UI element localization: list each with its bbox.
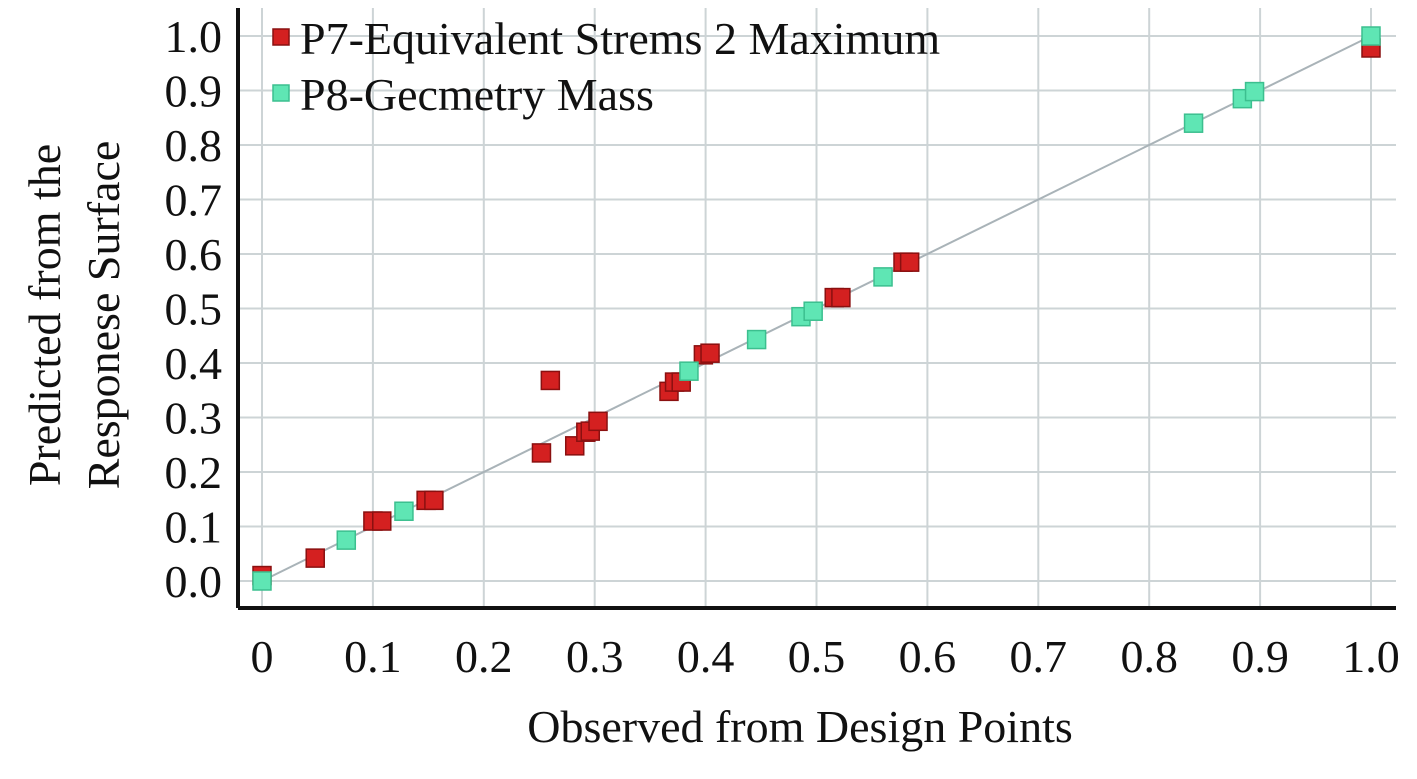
data-point-p7 bbox=[424, 490, 444, 511]
data-point-p7 bbox=[372, 511, 392, 531]
legend-label: P8-Gecmetry Mass bbox=[300, 69, 654, 120]
data-point-p8 bbox=[873, 267, 893, 287]
axis-titles: Observed from Design Points Predicted fro… bbox=[19, 141, 1073, 752]
y-tick-label: 1.0 bbox=[165, 11, 223, 62]
data-point-p8 bbox=[1244, 81, 1265, 102]
data-point-p8 bbox=[746, 329, 767, 350]
data-point-p8 bbox=[803, 301, 823, 321]
y-tick-label: 0.4 bbox=[165, 338, 223, 389]
x-tick-label: 0.7 bbox=[1010, 631, 1068, 682]
y-axis-title: Predicted from the Responese Surface bbox=[19, 141, 129, 490]
data-point-p7 bbox=[305, 548, 325, 568]
y-tick-label: 0.3 bbox=[165, 393, 223, 444]
data-point-p7 bbox=[588, 411, 608, 432]
legend-label: P7-Equivalent Strems 2 Maximum bbox=[300, 13, 940, 64]
y-tick-label: 0.8 bbox=[165, 120, 223, 171]
data-point-p7 bbox=[831, 287, 851, 308]
x-tick-label: 0.3 bbox=[566, 631, 624, 682]
x-tick-label: 0.1 bbox=[344, 631, 402, 682]
x-tick-label: 0.9 bbox=[1231, 631, 1289, 682]
data-point-p8 bbox=[679, 361, 699, 381]
y-tick-label: 0.1 bbox=[165, 502, 223, 553]
y-tick-label: 0.6 bbox=[165, 229, 223, 280]
data-point-p8 bbox=[1183, 113, 1204, 133]
y-axis-title-line: Responese Surface bbox=[78, 141, 129, 490]
x-tick-label: 0.4 bbox=[677, 631, 735, 682]
legend-marker bbox=[272, 28, 290, 46]
x-tick-label: 0 bbox=[251, 631, 274, 682]
legend-marker bbox=[272, 84, 290, 102]
x-tick-label: 0.8 bbox=[1120, 631, 1178, 682]
x-tick-label: 0.2 bbox=[455, 631, 513, 682]
x-axis-title: Observed from Design Points bbox=[527, 701, 1073, 752]
y-tick-label: 0.5 bbox=[165, 284, 223, 335]
data-point-p7 bbox=[540, 370, 561, 391]
legend: P7-Equivalent Strems 2 MaximumP8-Gecmetr… bbox=[272, 13, 940, 120]
y-axis-title-line: Predicted from the bbox=[19, 144, 70, 486]
x-tick-label: 0.5 bbox=[788, 631, 846, 682]
axis-layer: 0 0.1 0.2 0.3 0.4 0.5 0.6 0.7 0.8 0.9 1.00.00.10.2… bbox=[165, 8, 1400, 682]
x-tick-label: 1.0 bbox=[1342, 631, 1400, 682]
points-layer bbox=[252, 26, 1381, 591]
data-point-p8 bbox=[1361, 26, 1381, 46]
data-point-p7 bbox=[899, 252, 920, 272]
y-tick-label: 0.2 bbox=[165, 447, 223, 498]
data-point-p8 bbox=[252, 571, 272, 591]
y-tick-label: 0.9 bbox=[165, 66, 223, 117]
data-point-p8 bbox=[394, 501, 414, 521]
y-tick-label: 0.0 bbox=[165, 556, 223, 607]
data-point-p7 bbox=[531, 443, 552, 463]
x-tick-label: 0.6 bbox=[899, 631, 957, 682]
data-point-p8 bbox=[336, 530, 357, 550]
data-point-p7 bbox=[700, 343, 720, 363]
y-tick-label: 0.7 bbox=[165, 175, 223, 226]
